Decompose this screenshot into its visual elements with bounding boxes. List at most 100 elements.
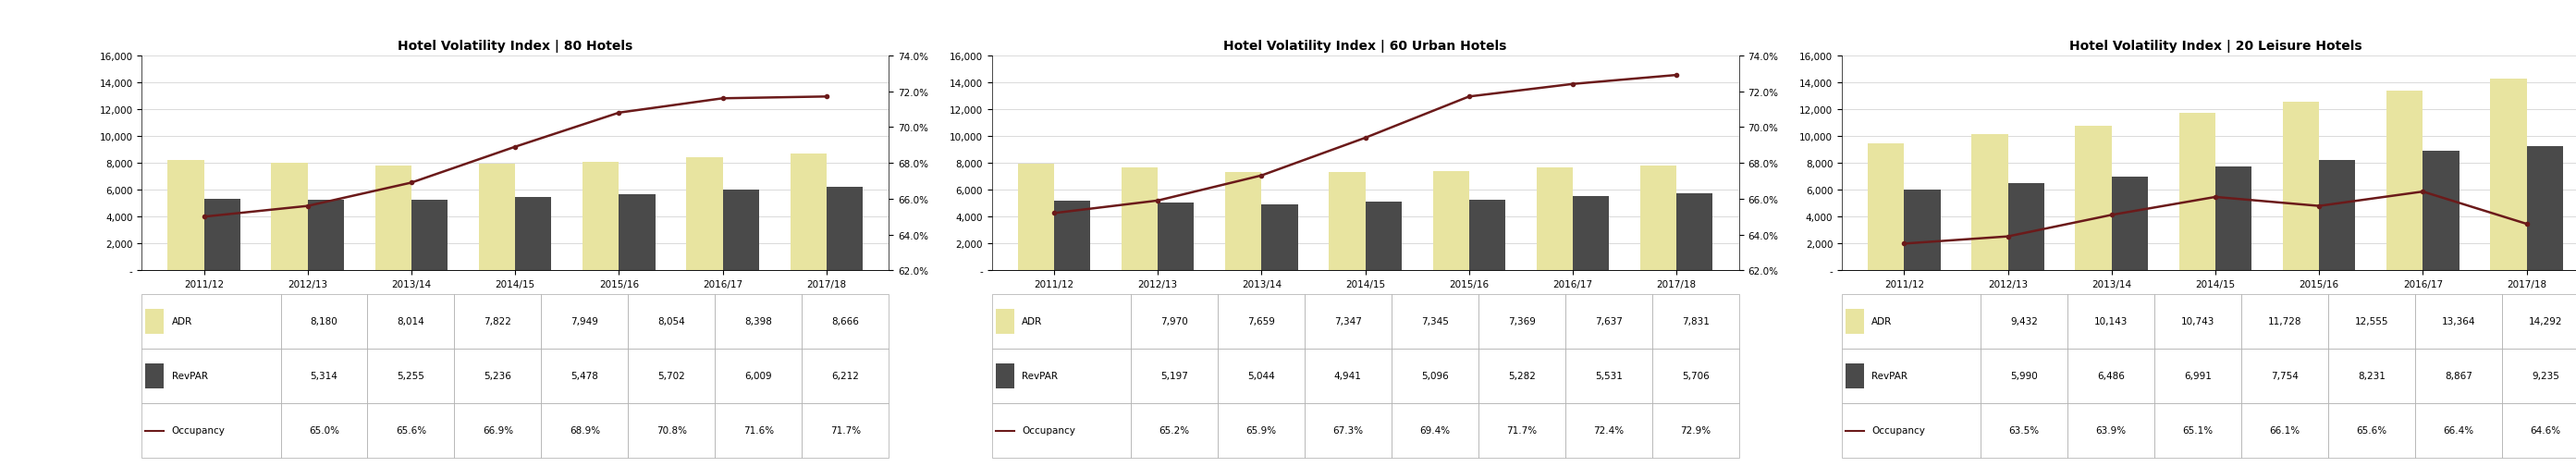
Text: 65.6%: 65.6% — [397, 426, 425, 435]
Title: Hotel Volatility Index | 20 Leisure Hotels: Hotel Volatility Index | 20 Leisure Hote… — [2069, 40, 2362, 52]
Text: 7,822: 7,822 — [484, 317, 513, 326]
Text: 66.4%: 66.4% — [2442, 426, 2473, 435]
Bar — [1226, 172, 1262, 271]
Text: 5,706: 5,706 — [1682, 371, 1708, 381]
Text: 71.6%: 71.6% — [742, 426, 773, 435]
Text: 7,347: 7,347 — [1334, 317, 1363, 326]
Bar — [994, 364, 1015, 389]
Bar — [1121, 168, 1157, 271]
Text: 65.2%: 65.2% — [1159, 426, 1190, 435]
Bar — [144, 310, 165, 334]
Text: 7,637: 7,637 — [1595, 317, 1623, 326]
Text: 7,345: 7,345 — [1422, 317, 1448, 326]
Bar — [515, 198, 551, 271]
Text: 71.7%: 71.7% — [1507, 426, 1538, 435]
Bar — [1018, 164, 1054, 271]
Text: ADR: ADR — [173, 317, 193, 326]
Text: 65.6%: 65.6% — [2357, 426, 2388, 435]
Text: 7,369: 7,369 — [1507, 317, 1535, 326]
Bar — [167, 161, 204, 271]
Text: 7,949: 7,949 — [572, 317, 598, 326]
Bar — [994, 310, 1015, 334]
Bar — [2385, 92, 2424, 271]
Text: 5,044: 5,044 — [1247, 371, 1275, 381]
Bar — [2318, 160, 2354, 271]
Text: 63.9%: 63.9% — [2097, 426, 2125, 435]
Bar — [1971, 134, 2007, 271]
Text: 10,143: 10,143 — [2094, 317, 2128, 326]
Text: 6,009: 6,009 — [744, 371, 773, 381]
Bar — [2179, 113, 2215, 271]
Text: 69.4%: 69.4% — [1419, 426, 1450, 435]
Text: 9,235: 9,235 — [2532, 371, 2561, 381]
Text: ADR: ADR — [1873, 317, 1893, 326]
Bar — [1868, 144, 1904, 271]
Text: Occupancy: Occupancy — [1023, 426, 1074, 435]
Bar — [2076, 127, 2112, 271]
Bar — [1365, 202, 1401, 271]
Text: 67.3%: 67.3% — [1332, 426, 1363, 435]
Text: 5,282: 5,282 — [1507, 371, 1535, 381]
Bar — [204, 199, 240, 271]
Bar — [479, 164, 515, 271]
Text: 66.9%: 66.9% — [482, 426, 513, 435]
Text: 13,364: 13,364 — [2442, 317, 2476, 326]
Text: 14,292: 14,292 — [2530, 317, 2563, 326]
Text: Occupancy: Occupancy — [1873, 426, 1924, 435]
Bar — [1329, 172, 1365, 271]
Bar — [1844, 310, 1865, 334]
Text: 70.8%: 70.8% — [657, 426, 688, 435]
Title: Hotel Volatility Index | 60 Urban Hotels: Hotel Volatility Index | 60 Urban Hotels — [1224, 40, 1507, 52]
Bar — [827, 187, 863, 271]
Bar — [307, 200, 345, 271]
Bar — [1677, 194, 1713, 271]
Text: 8,054: 8,054 — [657, 317, 685, 326]
Text: 5,990: 5,990 — [2009, 371, 2038, 381]
Text: 7,754: 7,754 — [2272, 371, 2298, 381]
Bar — [2112, 177, 2148, 271]
Bar — [724, 190, 760, 271]
Bar — [1157, 203, 1195, 271]
Text: 63.5%: 63.5% — [2009, 426, 2040, 435]
Text: 71.7%: 71.7% — [829, 426, 860, 435]
Text: 8,867: 8,867 — [2445, 371, 2473, 381]
Bar — [1844, 364, 1865, 389]
Text: 65.1%: 65.1% — [2182, 426, 2213, 435]
Text: 10,743: 10,743 — [2182, 317, 2215, 326]
Text: RevPAR: RevPAR — [173, 371, 209, 381]
Text: 8,666: 8,666 — [832, 317, 860, 326]
Bar — [791, 155, 827, 271]
Text: 5,255: 5,255 — [397, 371, 425, 381]
Text: 72.4%: 72.4% — [1592, 426, 1623, 435]
Text: 11,728: 11,728 — [2267, 317, 2303, 326]
Text: 7,659: 7,659 — [1247, 317, 1275, 326]
Text: 5,096: 5,096 — [1422, 371, 1448, 381]
Bar — [270, 163, 307, 271]
Text: 8,398: 8,398 — [744, 317, 773, 326]
Text: 68.9%: 68.9% — [569, 426, 600, 435]
Bar — [1432, 172, 1468, 271]
Bar — [144, 364, 165, 389]
Bar — [582, 163, 618, 271]
Bar — [1535, 168, 1574, 271]
Bar — [376, 166, 412, 271]
Text: 72.9%: 72.9% — [1680, 426, 1710, 435]
Bar — [2282, 102, 2318, 271]
Bar — [1468, 200, 1504, 271]
Text: 9,432: 9,432 — [2009, 317, 2038, 326]
Text: 6,991: 6,991 — [2184, 371, 2213, 381]
Text: 5,314: 5,314 — [309, 371, 337, 381]
Bar — [1054, 201, 1090, 271]
Text: RevPAR: RevPAR — [1023, 371, 1059, 381]
Text: ADR: ADR — [1023, 317, 1043, 326]
Bar — [1262, 205, 1298, 271]
Text: 6,212: 6,212 — [832, 371, 860, 381]
Text: 6,486: 6,486 — [2097, 371, 2125, 381]
Text: RevPAR: RevPAR — [1873, 371, 1909, 381]
Text: 5,236: 5,236 — [484, 371, 513, 381]
Text: 5,702: 5,702 — [657, 371, 685, 381]
Text: Occupancy: Occupancy — [173, 426, 224, 435]
Text: 8,014: 8,014 — [397, 317, 425, 326]
Text: 5,531: 5,531 — [1595, 371, 1623, 381]
Text: 8,231: 8,231 — [2357, 371, 2385, 381]
